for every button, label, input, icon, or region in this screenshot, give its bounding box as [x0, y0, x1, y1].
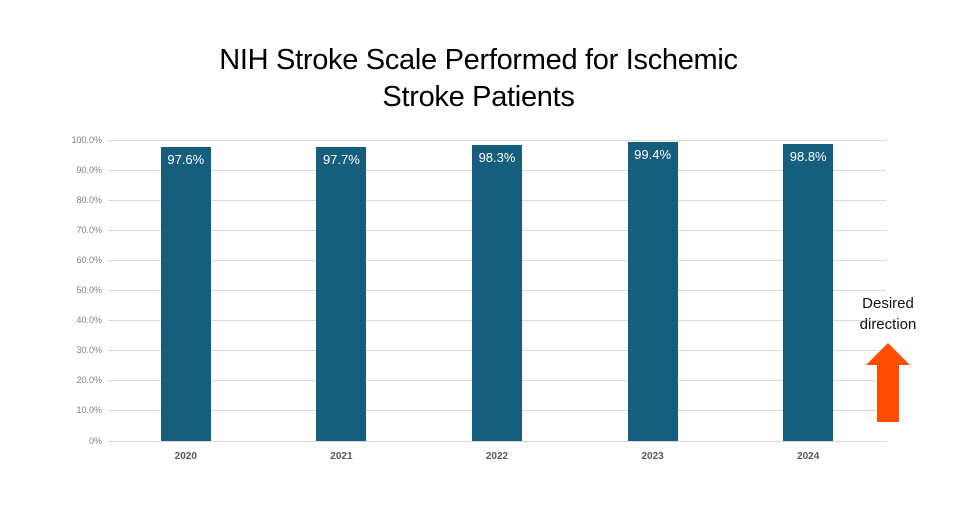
up-arrow-head: [866, 343, 910, 365]
up-arrow-icon: [866, 343, 910, 422]
y-tick-label: 70.0%: [76, 224, 102, 235]
x-tick-label: 2020: [174, 451, 197, 462]
bar-value-label: 98.8%: [789, 148, 827, 164]
y-tick-label: 10.0%: [76, 405, 102, 416]
x-tick-label: 2022: [485, 451, 509, 462]
bar-2024: 98.8%: [783, 143, 834, 441]
x-tick-label: 2023: [641, 451, 664, 462]
bar-2023: 99.4%: [627, 141, 678, 441]
bar-value-label: 97.7%: [322, 151, 360, 167]
bar-value-label: 99.4%: [634, 146, 672, 162]
y-tick-label: 90.0%: [76, 164, 102, 175]
bar-2022: 98.3%: [472, 145, 522, 441]
x-tick-label: 2024: [797, 451, 820, 462]
desired-direction-line-1: Desired: [862, 295, 914, 312]
y-tick-label: 100.0%: [71, 134, 102, 145]
desired-direction-line-2: direction: [859, 316, 917, 333]
gridline: [108, 139, 886, 141]
y-tick-label: 80.0%: [76, 194, 102, 205]
desired-direction-label: Desired direction: [843, 293, 933, 335]
bar-value-label: 97.6%: [167, 152, 205, 168]
y-tick-label: 60.0%: [76, 254, 102, 265]
y-tick-label: 20.0%: [76, 375, 102, 386]
bar-2021: 97.7%: [316, 146, 367, 441]
chart-title: NIH Stroke Scale Performed for Ischemic …: [0, 42, 957, 116]
y-tick-label: 50.0%: [76, 285, 102, 295]
y-tick-label: 0%: [88, 435, 102, 446]
y-tick-label: 30.0%: [76, 345, 102, 356]
x-tick-label: 2021: [330, 451, 353, 462]
up-arrow-stem: [877, 365, 899, 422]
chart-title-line-1: NIH Stroke Scale Performed for Ischemic: [219, 44, 738, 76]
y-tick-label: 40.0%: [76, 315, 102, 326]
chart-title-line-2: Stroke Patients: [382, 81, 575, 113]
gridline: [108, 440, 886, 442]
bar-2020: 97.6%: [160, 147, 211, 441]
bar-value-label: 98.3%: [478, 150, 516, 166]
